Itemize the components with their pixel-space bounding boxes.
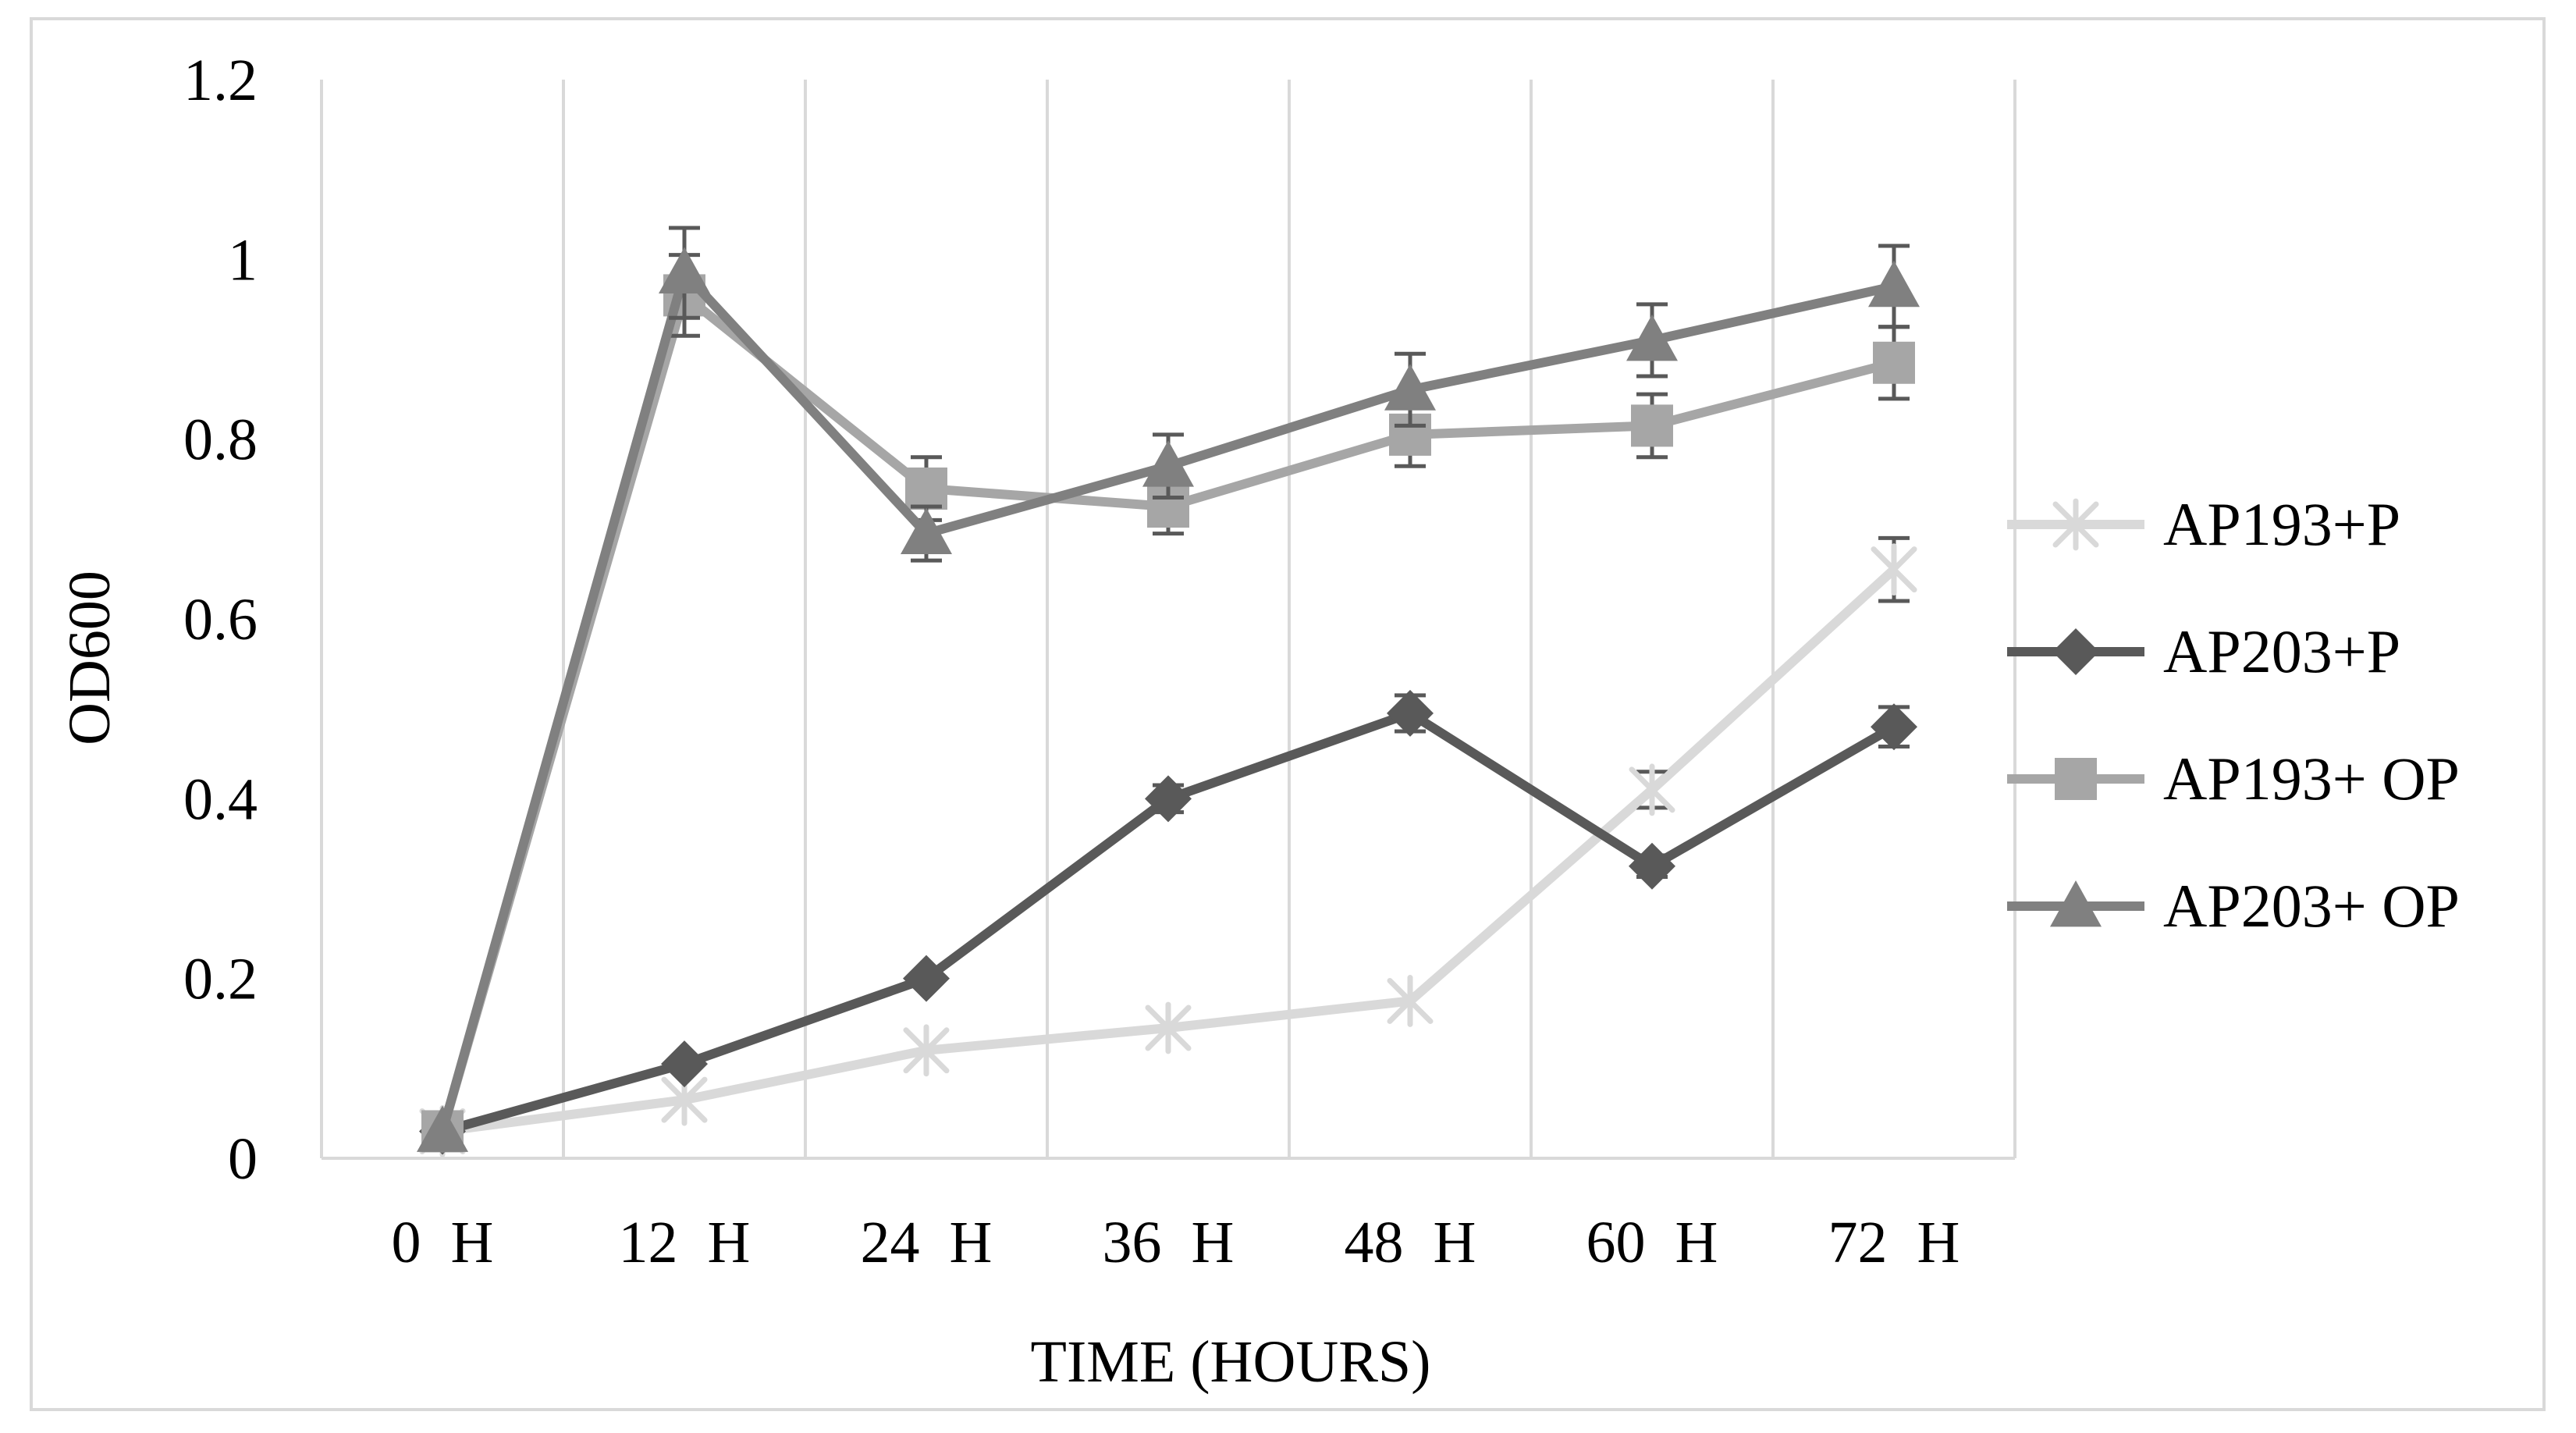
data-point-ap203-op — [901, 507, 952, 554]
x-tick-label: 60 H — [1586, 1210, 1718, 1275]
legend-label: AP193+ OP — [2163, 745, 2460, 813]
legend-label: AP203+P — [2163, 617, 2400, 685]
y-tick-label: 0.6 — [183, 587, 258, 652]
legend-label: AP203+ OP — [2163, 872, 2460, 940]
data-point-ap203-p — [1145, 775, 1192, 823]
data-point-ap193-op — [1873, 341, 1915, 384]
x-tick-label: 48 H — [1345, 1210, 1476, 1275]
x-axis-ticks: 0 H 12 H 24 H 36 H 48 H 60 H 72 H — [392, 1210, 1960, 1275]
y-tick-label: 0 — [228, 1126, 258, 1192]
data-point-ap203-p — [1387, 689, 1434, 737]
legend-item-ap193-op: AP193+ OP — [2007, 745, 2460, 813]
data-point-ap193-op — [905, 468, 947, 510]
y-tick-label: 0.4 — [183, 766, 258, 832]
legend-marker — [2050, 880, 2102, 927]
x-tick-label: 36 H — [1103, 1210, 1235, 1275]
data-point-ap203-op — [1142, 440, 1194, 487]
y-tick-label: 0.2 — [183, 947, 258, 1012]
y-axis-ticks: 0 0.2 0.4 0.6 0.8 1 1.2 — [183, 48, 258, 1192]
legend-marker — [2055, 758, 2097, 800]
x-tick-label: 12 H — [619, 1210, 751, 1275]
y-axis-title: OD600 — [57, 571, 123, 745]
data-point-ap203-p — [903, 955, 950, 1002]
legend-marker — [2052, 498, 2099, 551]
x-axis-title: TIME (HOURS) — [1031, 1329, 1431, 1395]
legend: AP193+P AP203+P AP193+ OP AP203+ OP — [2007, 490, 2460, 940]
data-point-ap203-op — [1868, 260, 1920, 308]
legend-item-ap193-p: AP193+P — [2007, 490, 2400, 558]
data-point-ap203-op — [1384, 364, 1436, 411]
data-point-ap193-p — [1871, 543, 1917, 596]
series-ap203-op — [417, 226, 1920, 1152]
legend-item-ap203-op: AP203+ OP — [2007, 872, 2460, 940]
data-point-ap193-p — [1387, 975, 1434, 1027]
data-point-ap193-p — [903, 1024, 950, 1077]
x-tick-label: 72 H — [1828, 1210, 1960, 1275]
data-point-ap203-op — [1626, 314, 1678, 361]
data-point-ap203-op — [659, 247, 710, 294]
data-point-ap203-p — [1629, 842, 1675, 890]
y-tick-label: 1 — [228, 227, 258, 293]
data-point-ap193-p — [1145, 1001, 1192, 1054]
legend-marker — [2052, 628, 2099, 675]
y-tick-label: 0.8 — [183, 407, 258, 473]
data-point-ap203-op — [417, 1105, 468, 1152]
x-tick-label: 0 H — [392, 1210, 494, 1275]
data-point-ap203-p — [1871, 703, 1917, 751]
gridlines — [320, 80, 2016, 1158]
data-point-ap193-p — [1629, 763, 1675, 816]
legend-item-ap203-p: AP203+P — [2007, 617, 2400, 685]
series-ap203-p — [419, 689, 1917, 1155]
plot-area — [417, 226, 1920, 1157]
legend-label: AP193+P — [2163, 490, 2400, 558]
data-point-ap203-p — [661, 1040, 708, 1088]
x-tick-label: 24 H — [861, 1210, 993, 1275]
y-tick-label: 1.2 — [183, 48, 258, 113]
data-point-ap193-op — [1631, 404, 1673, 447]
